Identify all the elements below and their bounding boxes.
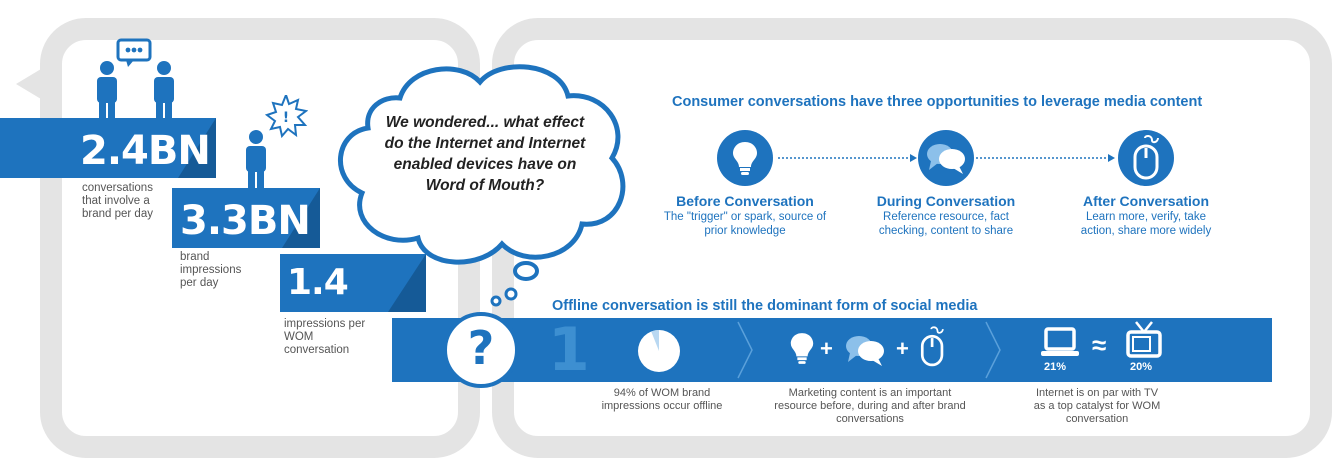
people-talking-icon [97,38,174,122]
question-mark: ? [467,321,495,375]
thought-bubble [337,64,626,281]
thought-dots [490,287,518,307]
stat-band-3-fold [388,254,426,312]
lightbulb-icon [733,142,757,175]
after-title: After Conversation [1082,193,1210,209]
plus-sign-2: + [896,336,909,361]
tv-icon [1126,321,1162,358]
approx-sign: ≈ [1092,330,1107,360]
tv-percent: 20% [1130,361,1153,373]
question-circle [443,312,519,388]
opportunity-connectors [778,154,1115,162]
during-title: During Conversation [876,193,1016,209]
offline-fact-3: Internet is on par with TV as a top cata… [1033,387,1161,425]
rank-number: 1 [548,315,590,385]
mouse-icon [920,326,944,367]
during-text: Reference resource, fact checking, conte… [878,211,1014,237]
stat-caption-3: impressions per WOM conversation [284,318,366,356]
stat-value-2: 3.3BN [180,198,311,244]
offline-fact-1: 94% of WOM brand impressions occur offli… [601,387,723,412]
offline-heading: Offline conversation is still the domina… [552,298,978,314]
speech-bubbles-icon [927,144,965,174]
opportunities-heading: Consumer conversations have three opport… [672,94,1203,110]
thought-bubble-text: We wondered... what effect do the Intern… [384,114,586,194]
mouse-icon [1133,134,1159,180]
after-text: Learn more, verify, take action, share m… [1080,211,1212,237]
person-alert-icon: ! [246,95,308,189]
speech-bubbles-icon [846,336,884,366]
stat-caption-2: brand impressions per day [180,251,242,289]
divider-chevron-2 [985,321,1001,379]
pie-94-percent-icon [638,330,680,372]
plus-sign-1: + [820,336,833,361]
stat-band-1 [0,118,216,178]
divider-chevron-1 [737,321,753,379]
laptop-percent: 21% [1044,361,1067,373]
offline-fact-2: Marketing content is an important resour… [774,387,966,425]
alert-symbol: ! [283,110,289,126]
stat-value-1: 2.4BN [80,128,211,174]
stat-band-1-fold [178,118,216,178]
stat-caption-1: conversations that involve a brand per d… [82,182,153,220]
before-title: Before Conversation [676,193,814,209]
laptop-icon [1041,327,1079,356]
stat-band-2-fold [282,188,320,248]
offline-band [392,318,1272,382]
lightbulb-icon [790,333,814,364]
before-text: The "trigger" or spark, source of prior … [663,211,827,237]
stat-value-3: 1.4 [287,262,349,303]
